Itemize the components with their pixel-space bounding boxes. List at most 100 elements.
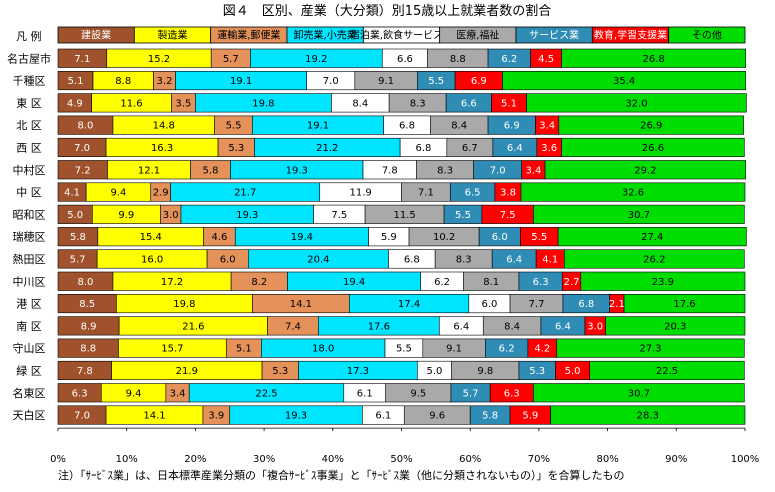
data-label: 5.5: [455, 210, 471, 221]
data-label: 6.8: [404, 254, 420, 265]
bar-segment: [526, 93, 747, 113]
legend-entry: その他: [692, 29, 722, 42]
legend-entry: 運輸業,郵便業: [217, 29, 280, 42]
data-label: 4.1: [542, 254, 558, 265]
bar-segment: [533, 383, 745, 403]
data-label: 6.3: [72, 388, 88, 399]
data-label: 6.3: [533, 277, 549, 288]
data-label: 17.2: [161, 277, 183, 288]
data-label: 6.6: [461, 98, 477, 109]
data-label: 28.3: [637, 411, 659, 422]
data-label: 20.3: [664, 321, 686, 332]
data-label: 9.4: [126, 388, 142, 399]
data-label: 19.3: [236, 210, 258, 221]
x-axis: 0% 10% 20% 30% 40% 50% 60% 70% 80% 90% 100%: [50, 427, 760, 465]
data-label: 5.1: [236, 344, 252, 355]
legend-entry: 製造業: [158, 29, 188, 42]
data-label: 27.3: [639, 344, 661, 355]
data-label: 30.7: [628, 388, 650, 399]
data-label: 8.1: [483, 277, 499, 288]
row-label: 南 区: [16, 320, 42, 333]
x-tick-label: 90%: [665, 454, 687, 465]
data-label: 5.5: [531, 232, 547, 243]
data-label: 6.8: [416, 143, 432, 154]
data-label: 8.5: [79, 299, 95, 310]
data-label: 30.7: [628, 210, 650, 221]
data-label: 5.5: [396, 344, 412, 355]
data-label: 6.3: [504, 388, 520, 399]
data-label: 7.0: [74, 411, 90, 422]
legend-entry: 教育,学習支援業: [594, 29, 667, 42]
data-label: 7.0: [323, 76, 339, 87]
x-tick-label: 70%: [528, 454, 550, 465]
data-label: 3.0: [587, 321, 603, 332]
x-tick-label: 20%: [184, 454, 206, 465]
data-label: 6.9: [504, 121, 520, 132]
data-label: 5.8: [482, 411, 498, 422]
data-label: 26.6: [642, 143, 664, 154]
data-label: 4.6: [211, 232, 227, 243]
row-label: 昭和区: [13, 208, 46, 221]
data-label: 3.5: [175, 98, 191, 109]
data-label: 18.0: [312, 344, 334, 355]
data-label: 6.4: [453, 321, 469, 332]
row-label: 守山区: [13, 341, 46, 355]
data-label: 19.4: [291, 232, 313, 243]
data-label: 8.0: [78, 277, 94, 288]
data-label: 29.2: [634, 165, 656, 176]
data-label: 5.1: [68, 76, 84, 87]
data-label: 6.1: [375, 411, 391, 422]
data-label: 16.3: [151, 143, 173, 154]
data-label: 21.9: [176, 366, 198, 377]
data-label: 21.2: [316, 143, 338, 154]
bar-segment: [589, 360, 745, 381]
data-label: 6.4: [507, 143, 523, 154]
data-label: 6.5: [465, 188, 481, 199]
data-label: 6.0: [492, 232, 508, 243]
data-label: 23.9: [652, 277, 674, 288]
data-label: 8.8: [450, 54, 466, 65]
data-label: 5.3: [529, 366, 545, 377]
data-label: 10.2: [433, 232, 455, 243]
data-label: 6.2: [499, 344, 515, 355]
data-label: 19.3: [286, 165, 308, 176]
data-label: 3.8: [500, 188, 516, 199]
data-label: 5.8: [70, 232, 86, 243]
data-label: 32.0: [625, 98, 647, 109]
x-tick-label: 100%: [731, 454, 760, 465]
data-label: 19.8: [173, 299, 195, 310]
bar-segment: [533, 204, 745, 224]
bar-segment: [556, 338, 745, 358]
data-label: 6.2: [501, 54, 517, 65]
bar-segment: [557, 227, 747, 247]
bar-segment: [561, 48, 746, 68]
row-label: 名東区: [13, 386, 46, 400]
bar-segment: [550, 405, 746, 425]
bar-segment: [561, 137, 745, 157]
data-label: 6.9: [471, 76, 487, 87]
data-label: 17.3: [347, 366, 369, 377]
data-label: 9.8: [477, 366, 493, 377]
data-label: 6.0: [220, 254, 236, 265]
data-label: 26.2: [643, 254, 665, 265]
data-label: 26.9: [640, 121, 662, 132]
data-label: 17.6: [673, 299, 695, 310]
data-label: 15.4: [140, 232, 162, 243]
data-label: 8.3: [456, 254, 472, 265]
data-label: 5.9: [381, 232, 397, 243]
x-tick-label: 50%: [390, 454, 412, 465]
data-label: 5.1: [501, 98, 517, 109]
x-tick-label: 60%: [459, 454, 481, 465]
row-label: 名古屋市: [7, 51, 51, 65]
data-label: 9.1: [446, 344, 462, 355]
data-label: 6.2: [434, 277, 450, 288]
data-label: 14.1: [143, 411, 165, 422]
data-label: 15.2: [148, 54, 170, 65]
data-label: 21.7: [234, 188, 256, 199]
data-label: 8.8: [80, 344, 96, 355]
data-label: 5.9: [522, 411, 538, 422]
data-label: 8.4: [352, 98, 368, 109]
data-label: 7.7: [529, 299, 545, 310]
data-label: 7.5: [331, 210, 347, 221]
